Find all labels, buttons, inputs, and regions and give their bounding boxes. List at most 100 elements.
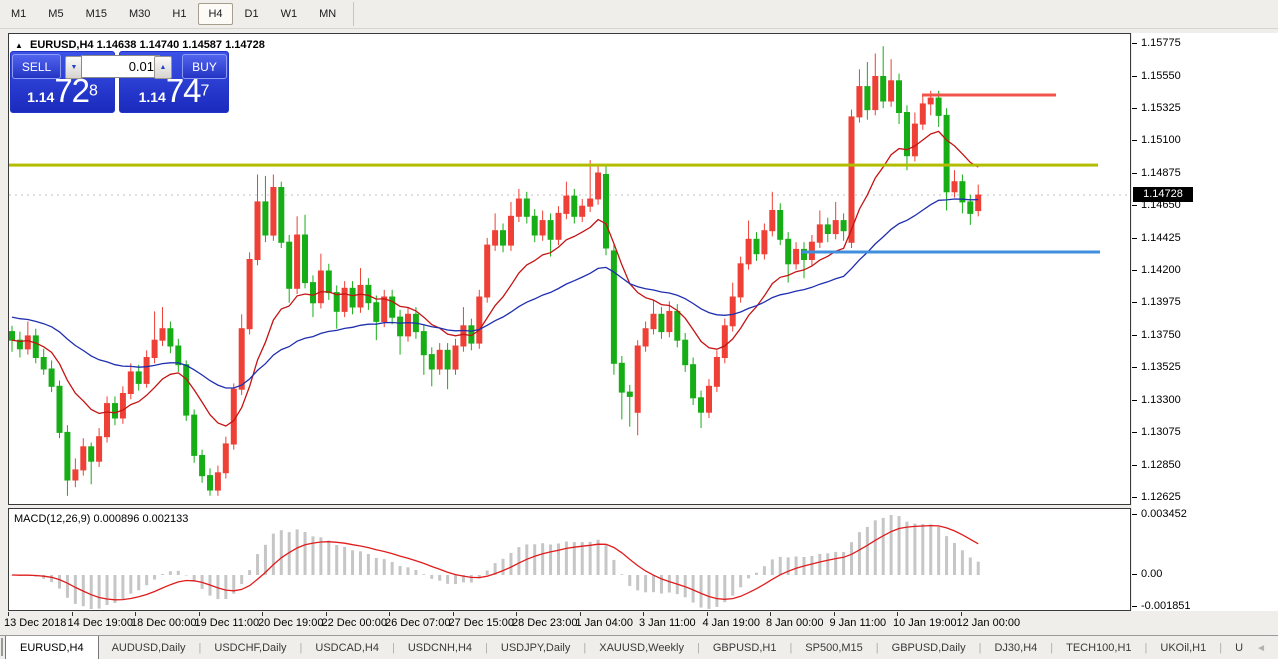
price-axis-tick-mark	[1132, 302, 1137, 303]
tab-audusd-daily[interactable]: AUDUSD,Daily	[111, 642, 186, 654]
price-axis-tick-label: 1.15325	[1141, 102, 1181, 114]
price-axis-tick-label: 1.13975	[1141, 296, 1181, 308]
timeframe-button-h4[interactable]: H4	[198, 3, 233, 25]
tab-usdchf-daily[interactable]: USDCHF,Daily	[214, 642, 287, 654]
price-axis-tick-mark	[1132, 43, 1137, 44]
time-axis-label: 1 Jan 04:00	[575, 617, 634, 629]
tab-usdjpy-daily[interactable]: USDJPY,Daily	[500, 642, 571, 654]
timeframe-button-w1[interactable]: W1	[280, 8, 298, 20]
price-axis-tick-label: 1.13075	[1141, 426, 1181, 438]
sell-price: 1.14728	[11, 72, 114, 110]
tab-separator: |	[485, 642, 488, 654]
time-axis-tick-mark	[706, 612, 708, 616]
price-axis-tick-mark	[1132, 205, 1137, 206]
tab-dj30-h4[interactable]: DJ30,H4	[994, 642, 1038, 654]
tab-separator: |	[583, 642, 587, 654]
tabs-container: EURUSD,H4 AUDUSD,Daily | USDCHF,Daily | USDCA…	[5, 636, 1256, 659]
time-axis-label: 19 Dec 11:00	[194, 617, 260, 629]
collapse-panel-icon[interactable]: ▲	[15, 41, 23, 50]
tab-eurusd-h4[interactable]: EURUSD,H4	[5, 636, 99, 659]
tab-usdcnh-h4[interactable]: USDCNH,H4	[407, 642, 473, 654]
tab-sp500-m15[interactable]: SP500,M15	[805, 642, 863, 654]
time-axis-tick-mark	[833, 612, 835, 616]
sell-price-prefix: 1.14	[27, 89, 55, 105]
time-axis[interactable]: 13 Dec 2018 14 Dec 19:00 18 Dec 00:00 19 De…	[0, 612, 1278, 634]
price-axis-tick-mark	[1132, 173, 1137, 174]
tab-gbpusd-h1[interactable]: GBPUSD,H1	[712, 642, 777, 654]
time-axis-label: 4 Jan 19:00	[702, 617, 761, 629]
chart-tab-bar: EURUSD,H4 AUDUSD,Daily | USDCHF,Daily | USDCA…	[0, 635, 1278, 659]
tab-separator: |	[978, 642, 982, 654]
current-price-badge: 1.14728	[1133, 187, 1193, 202]
tab-tech100-h1[interactable]: TECH100,H1	[1066, 642, 1132, 654]
macd-value-signal: 0.002133	[142, 513, 189, 525]
buy-price-sup: 7	[200, 82, 210, 100]
time-axis-tick-mark	[960, 612, 962, 616]
time-axis-label: 18 Dec 00:00	[131, 617, 197, 629]
price-axis-tick-label: 1.14200	[1141, 264, 1181, 276]
timeframe-button-mn[interactable]: MN	[319, 8, 337, 20]
time-axis-tick-mark	[579, 612, 581, 616]
price-axis-tick-label: 1.13300	[1141, 394, 1181, 406]
macd-indicator-pane[interactable]: MACD(12,26,9) 0.000896 0.002133	[8, 508, 1131, 611]
time-axis-tick-mark	[770, 612, 771, 616]
buy-button[interactable]: BUY	[182, 54, 227, 79]
tab-usdcad-h4[interactable]: USDCAD,H4	[315, 642, 379, 654]
time-axis-tick-mark	[135, 612, 136, 616]
time-axis-label: 14 Dec 19:00	[67, 617, 133, 629]
macd-indicator-label: MACD(12,26,9) 0.000896 0.002133	[14, 513, 188, 525]
timeframe-button-m15[interactable]: M15	[85, 8, 107, 20]
lot-size-input[interactable]	[81, 55, 160, 78]
price-axis[interactable]: 1.14728 1.15775 1.15550 1.15325 1.15100 1.14…	[1132, 33, 1278, 612]
tab-separator: |	[697, 642, 700, 654]
tab-separator: |	[875, 642, 879, 654]
tabs-scroll-left-icon[interactable]: ◄	[1256, 642, 1266, 654]
tab-strip-handle[interactable]	[1, 638, 3, 656]
time-axis-label: 3 Jan 11:00	[639, 617, 696, 629]
timeframe-button-d1[interactable]: D1	[244, 8, 259, 20]
time-axis-label: 8 Jan 00:00	[766, 617, 824, 629]
time-axis-tick-mark	[516, 612, 517, 616]
macd-axis-tick-mark	[1132, 606, 1137, 607]
tab-xauusd-weekly[interactable]: XAUUSD,Weekly	[599, 642, 684, 654]
tab-separator: |	[299, 642, 303, 654]
tab-separator: |	[789, 642, 793, 654]
tab-u[interactable]: U	[1235, 642, 1244, 654]
price-axis-tick-label: 1.14425	[1141, 232, 1181, 244]
macd-canvas[interactable]	[9, 509, 1130, 610]
timeframe-button-h1[interactable]: H1	[172, 8, 187, 20]
time-axis-label: 9 Jan 11:00	[829, 617, 887, 629]
chart-low-value: 1.14587	[182, 39, 223, 51]
timeframe-button-m30[interactable]: M30	[128, 8, 151, 20]
price-axis-tick-mark	[1132, 465, 1137, 466]
price-axis-tick-label: 1.15775	[1141, 37, 1181, 49]
price-axis-tick-mark	[1132, 238, 1137, 239]
price-axis-tick-mark	[1132, 76, 1137, 77]
price-axis-tick-mark	[1132, 335, 1137, 336]
price-axis-tick-mark	[1132, 108, 1137, 109]
macd-value-main: 0.000896	[93, 513, 140, 525]
time-axis-label: 26 Dec 07:00	[385, 617, 451, 629]
toolbar-separator	[353, 2, 355, 26]
chart-high-value: 1.14740	[139, 39, 180, 51]
price-axis-tick-label: 1.15100	[1141, 134, 1181, 146]
lot-increase-button[interactable]: ▲	[154, 56, 172, 79]
time-axis-label: 12 Jan 00:00	[956, 617, 1021, 629]
timeframe-toolbar: M1 M5 M15 M30 H1 H4 D1 W1 MN	[0, 0, 1278, 29]
time-axis-label: 27 Dec 15:00	[448, 617, 514, 629]
tab-gbpusd-daily[interactable]: GBPUSD,Daily	[891, 642, 966, 654]
price-chart-canvas[interactable]	[9, 34, 1130, 504]
chart-title: ▲ EURUSD,H4 1.14638 1.14740 1.14587 1.14…	[15, 39, 265, 51]
time-axis-label: 13 Dec 2018	[4, 617, 67, 629]
price-axis-tick-mark	[1132, 140, 1137, 141]
price-chart-pane[interactable]: ▲ EURUSD,H4 1.14638 1.14740 1.14587 1.14…	[8, 33, 1131, 505]
macd-name: MACD(12,26,9)	[14, 513, 91, 525]
price-axis-tick-label: 1.14875	[1141, 167, 1181, 179]
tab-ukoil-h1[interactable]: UKOil,H1	[1160, 642, 1207, 654]
sell-button[interactable]: SELL	[12, 54, 61, 79]
timeframe-button-m1[interactable]: M1	[11, 8, 27, 20]
tab-scrollers: ◄ ►	[1256, 636, 1278, 659]
time-axis-tick-mark	[643, 612, 644, 616]
timeframe-button-m5[interactable]: M5	[48, 8, 64, 20]
